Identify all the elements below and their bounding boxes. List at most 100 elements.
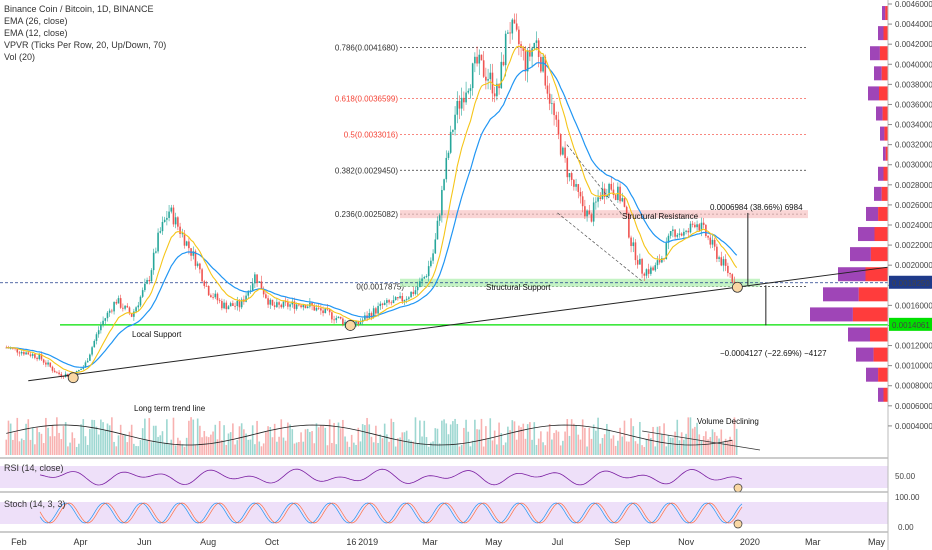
price-axis[interactable]: 0.0046000 0.0044000 0.0042000 0.0040000 0.00… [888, 0, 932, 431]
volume-bar [529, 422, 531, 455]
candle-body [179, 226, 181, 234]
candle-body [610, 183, 613, 190]
volume-bar [680, 432, 683, 455]
volume-bar [333, 422, 335, 455]
volume-bar [247, 439, 250, 455]
indicator-ema26[interactable]: EMA (26, close) [4, 16, 68, 26]
candle-body [573, 179, 575, 187]
candle-body [51, 366, 54, 371]
candle-body [463, 97, 465, 103]
candle-body [480, 54, 483, 61]
volume-bar [174, 445, 177, 455]
fib-label: 0.786(0.0041680) [335, 43, 399, 52]
volume-bar [157, 436, 159, 455]
candle-body [201, 269, 203, 282]
candle-body [544, 56, 547, 86]
candle-body [238, 300, 241, 308]
volume-bar [379, 434, 382, 455]
volume-bar [465, 419, 467, 455]
vpvr-down-row [858, 287, 888, 302]
candle-body [652, 267, 654, 271]
candle-body [324, 308, 327, 314]
rsi-label[interactable]: RSI (14, close) [4, 463, 64, 473]
volume-bar [155, 425, 157, 455]
time-tick-label: 2019 [358, 537, 378, 547]
candle-body [93, 340, 96, 348]
volume-bar [201, 437, 203, 455]
indicator-vol[interactable]: Vol (20) [4, 52, 35, 62]
vpvr-down-row [878, 206, 888, 221]
candle-body [658, 260, 661, 263]
volume-bar [60, 439, 63, 455]
volume-bar [256, 420, 258, 455]
candle-body [265, 294, 267, 299]
candle-body [460, 97, 463, 109]
ema-lines [6, 45, 738, 374]
candle-body [669, 231, 672, 236]
volume-bar [551, 439, 553, 455]
stoch-tick-0: 0.00 [898, 523, 914, 532]
volume-bar [254, 444, 256, 455]
candle-body [581, 196, 584, 207]
candle-body [551, 103, 553, 105]
candle-body [441, 189, 443, 216]
volume-bar [544, 445, 547, 455]
volume-bar [621, 436, 624, 455]
candle-body [570, 173, 573, 180]
candle-body [152, 252, 155, 271]
candle-body [155, 251, 157, 253]
volume-profile [810, 6, 888, 402]
volume-bar [502, 445, 505, 455]
volume-bar [634, 441, 637, 455]
price-tick-label: 0.0022000 [895, 241, 932, 250]
candle-body [106, 312, 109, 319]
fib-label: 0.236(0.0025082) [335, 210, 399, 219]
time-tick-label: Jul [552, 537, 564, 547]
time-axis[interactable]: Feb Apr Jun Aug Oct 16 2019 Mar May Jul Sep Nov 2020… [11, 537, 885, 547]
volume-bar [108, 425, 111, 455]
volume-bar [366, 417, 368, 455]
volume-bar [210, 434, 212, 455]
volume-bar [148, 418, 151, 455]
vpvr-up-row [878, 166, 884, 181]
volume-bar [405, 430, 408, 455]
candle-body [89, 354, 91, 361]
indicator-ema12[interactable]: EMA (12, close) [4, 28, 68, 38]
rsi-marker [733, 483, 743, 493]
candle-body [436, 220, 439, 240]
volume-bar [227, 433, 230, 455]
volume-bar [548, 424, 551, 455]
candle-body [410, 291, 412, 298]
candle-body [168, 211, 170, 218]
time-tick-label: Mar [422, 537, 438, 547]
candle-body [210, 295, 212, 298]
volume-bar [364, 425, 366, 455]
stoch-label[interactable]: Stoch (14, 3, 3) [4, 499, 66, 509]
candle-body [656, 260, 659, 266]
candle-body [553, 103, 555, 116]
volume-bar [12, 439, 14, 455]
volume-bar [271, 437, 274, 455]
volume-bar [106, 423, 109, 455]
candle-body [84, 362, 87, 368]
candle-body [12, 347, 14, 349]
price-tick-label: 0.0028000 [895, 181, 932, 190]
volume-bar [515, 439, 518, 455]
candle-body [240, 299, 243, 308]
volume-bar [245, 433, 247, 455]
volume-bar [575, 425, 577, 455]
volume-bar [540, 431, 542, 455]
price-tick-label: 0.0030000 [895, 161, 932, 170]
candle-body [86, 360, 89, 363]
candle-body [135, 307, 137, 312]
volume-bar [709, 437, 712, 455]
indicator-vpvr[interactable]: VPVR (Ticks Per Row, 20, Up/Down, 70) [4, 40, 166, 50]
candle-body [518, 29, 520, 45]
candle-body [375, 308, 377, 314]
volume-bar [542, 442, 544, 455]
candle-body [249, 290, 252, 292]
candle-body [689, 223, 692, 233]
candle-body [23, 351, 25, 355]
volume-bar [49, 436, 52, 455]
